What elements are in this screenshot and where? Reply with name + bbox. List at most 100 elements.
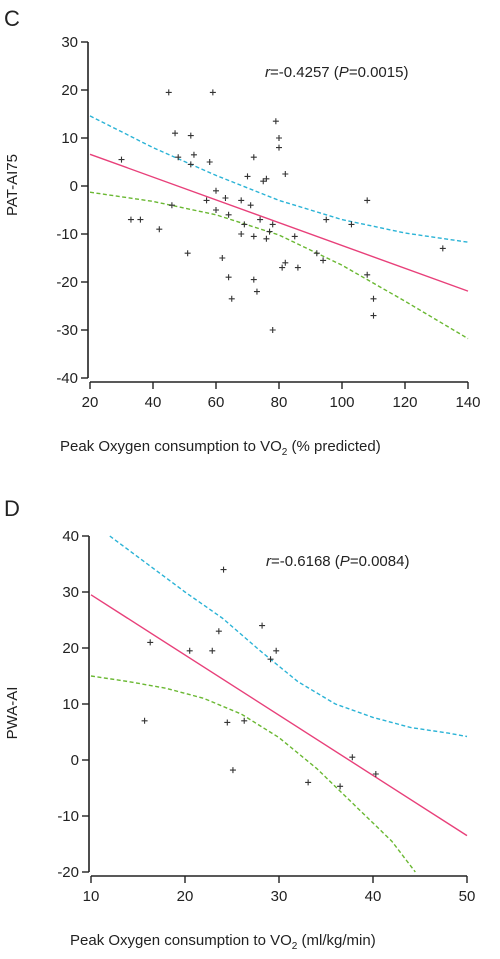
r-value-d: =-0.6168 (: [271, 553, 340, 570]
data-point-c: [269, 327, 276, 333]
y-tick-label-c: -20: [56, 274, 78, 291]
data-point-c: [282, 171, 289, 177]
x-tick-label-d: 50: [459, 888, 476, 905]
upper-ci-curve-d: [109, 535, 468, 738]
data-point-c: [364, 271, 371, 278]
r-symbol-c: r: [265, 64, 271, 81]
data-point-c: [172, 130, 179, 137]
data-point-c: [184, 250, 191, 257]
data-point-d: [224, 719, 231, 726]
correlation-annotation-d: r=-0.6168 (P=0.0084): [266, 553, 409, 570]
data-point-c: [228, 295, 235, 302]
data-point-c: [266, 228, 273, 235]
data-point-c: [320, 257, 327, 264]
data-point-d: [229, 767, 236, 774]
correlation-annotation-c: r=-0.4257 (P=0.0015): [265, 64, 408, 81]
x-tick-label-c: 20: [82, 394, 99, 411]
data-point-c: [168, 202, 175, 209]
data-point-c: [222, 195, 229, 201]
x-tick-label-c: 100: [329, 394, 354, 411]
data-point-c: [263, 235, 270, 242]
y-tick-label-c: -10: [56, 226, 78, 243]
data-point-c: [276, 135, 282, 141]
x-tick-label-d: 20: [177, 888, 194, 905]
y-axis-title-d: PWA-AI: [4, 687, 21, 740]
data-point-c: [244, 173, 251, 180]
data-point-c: [323, 216, 330, 223]
y-tick-label-c: 30: [61, 34, 78, 51]
x-axis-title-sub-c: 2: [282, 447, 288, 458]
data-point-c: [250, 154, 257, 161]
y-tick-label-d: -10: [57, 808, 79, 825]
data-point-c: [118, 156, 125, 163]
data-point-d: [337, 783, 344, 790]
data-point-d: [267, 656, 274, 663]
chart-panel-d: D r=-0.6168 (P=0.0084) PWA-AI Peak Oxyge…: [4, 496, 475, 952]
x-tick-label-c: 40: [145, 394, 162, 411]
x-tick-label-d: 10: [83, 888, 100, 905]
data-point-d: [186, 647, 193, 654]
panel-letter-c: C: [4, 6, 20, 31]
data-point-d: [147, 639, 154, 646]
data-point-c: [250, 233, 257, 240]
data-point-c: [247, 202, 254, 209]
x-axis-title-c: Peak Oxygen consumption to VO2 (% predic…: [60, 438, 381, 458]
x-tick-label-d: 40: [365, 888, 382, 905]
data-point-c: [209, 89, 216, 96]
data-point-c: [225, 211, 232, 218]
r-value-c: =-0.4257 (: [270, 64, 339, 81]
data-point-c: [253, 288, 260, 295]
chart-panel-c: C r=-0.4257 (P=0.0015) PAT-AI75 Peak Oxy…: [4, 6, 481, 458]
data-point-c: [370, 312, 377, 319]
data-point-c: [279, 264, 286, 271]
data-point-d: [273, 647, 280, 654]
regression-line-d: [90, 594, 468, 837]
data-point-d: [220, 566, 227, 573]
y-tick-label-c: -30: [56, 322, 78, 339]
r-symbol-d: r: [266, 553, 272, 570]
y-tick-label-d: 40: [62, 528, 79, 545]
y-tick-label-d: 0: [71, 752, 79, 769]
data-point-c: [225, 274, 232, 281]
data-point-c: [263, 175, 270, 182]
p-symbol-d: P: [340, 553, 350, 570]
lower-ci-curve-d: [90, 675, 416, 873]
x-axis-title-sub-d: 2: [292, 941, 298, 952]
data-point-c: [272, 118, 279, 125]
panel-letter-d: D: [4, 496, 20, 521]
data-point-c: [187, 132, 194, 139]
x-axis-title-tail-d: (ml/kg/min): [297, 932, 375, 949]
data-point-c: [127, 216, 134, 223]
data-point-c: [156, 226, 163, 233]
data-point-d: [305, 779, 312, 786]
p-symbol-c: P: [339, 64, 349, 81]
y-tick-label-d: -20: [57, 864, 79, 881]
data-point-d: [349, 754, 356, 761]
y-tick-label-c: -40: [56, 370, 78, 387]
y-tick-label-c: 0: [70, 178, 78, 195]
y-tick-label-d: 10: [62, 696, 79, 713]
x-tick-label-c: 120: [392, 394, 417, 411]
data-point-d: [141, 717, 148, 724]
data-point-c: [370, 295, 377, 302]
y-axis-title-c: PAT-AI75: [4, 154, 21, 216]
p-value-c: =0.0015): [349, 64, 409, 81]
data-point-c: [213, 207, 219, 213]
data-point-c: [348, 221, 355, 228]
data-point-c: [294, 264, 301, 271]
data-point-c: [364, 197, 371, 204]
data-point-c: [203, 197, 210, 204]
x-tick-label-c: 80: [271, 394, 288, 411]
data-point-d: [259, 622, 266, 629]
data-point-d: [215, 628, 222, 635]
y-tick-label-d: 20: [62, 640, 79, 657]
data-point-c: [269, 221, 276, 228]
x-axis-title-d: Peak Oxygen consumption to VO2 (ml/kg/mi…: [70, 932, 376, 952]
data-point-c: [241, 221, 248, 228]
data-point-d: [372, 771, 379, 777]
data-point-c: [137, 216, 144, 223]
data-point-c: [313, 250, 320, 257]
regression-line-c: [89, 153, 469, 292]
data-point-c: [276, 144, 282, 151]
